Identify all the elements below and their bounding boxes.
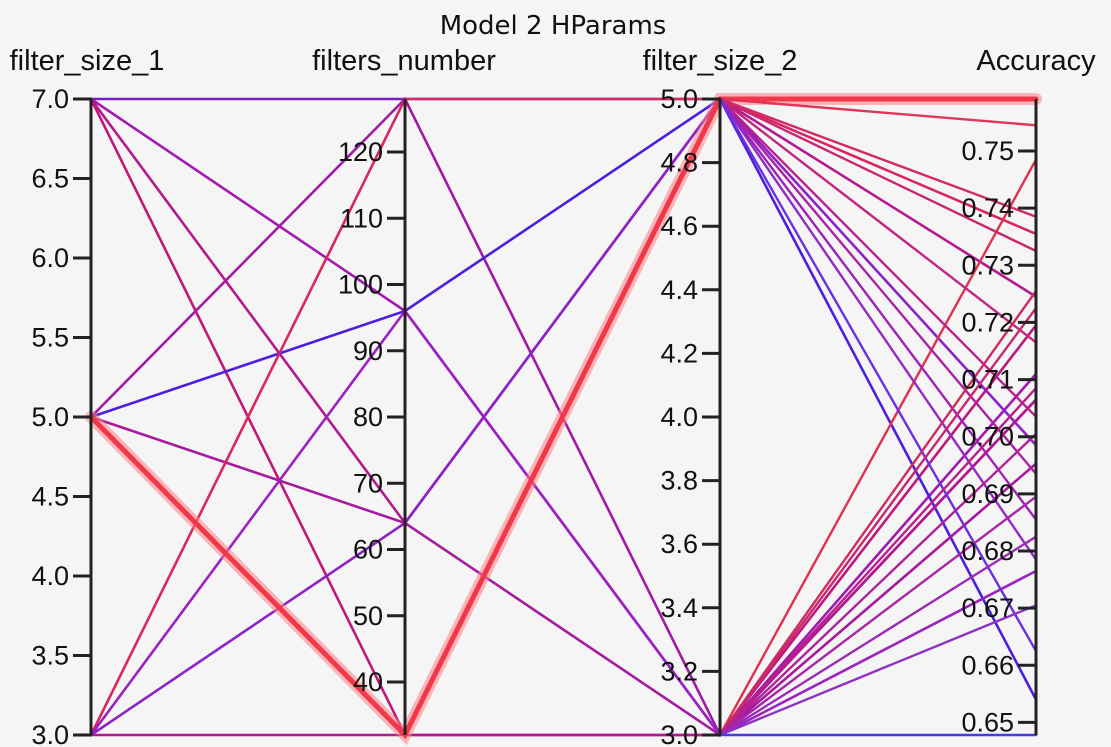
accuracy-tick-label: 0.67 — [961, 593, 1014, 623]
record-segment[interactable] — [718, 306, 1038, 737]
axes-layer: filter_size_1 3.0 3.5 4.0 4.5 5.0 5.5 6.0 6.5 7.0… — [10, 45, 1096, 747]
filter_size_2-tick-label: 4.2 — [660, 338, 698, 368]
record-segment[interactable] — [718, 97, 1038, 476]
record-segment[interactable] — [718, 386, 1038, 737]
filters_number-tick-label: 90 — [353, 336, 383, 366]
filters_number-tick-label: 120 — [338, 137, 383, 167]
filters_number-tick-label: 100 — [338, 270, 383, 300]
highlighted-record-line[interactable] — [88, 96, 1039, 740]
filter_size_2-tick-label: 3.6 — [660, 529, 698, 559]
accuracy-tick-label: 0.69 — [961, 479, 1014, 509]
filter_size_1-axis-label: filter_size_1 — [10, 45, 165, 77]
record-segment[interactable] — [718, 97, 1038, 344]
filters_number-tick-label: 80 — [353, 402, 383, 432]
record-segment[interactable] — [718, 604, 1038, 737]
accuracy-tick-label: 0.74 — [961, 193, 1014, 223]
accuracy-tick-label: 0.72 — [961, 307, 1014, 337]
filters_number-tick-label: 70 — [353, 468, 383, 498]
record-segment[interactable] — [718, 289, 1038, 737]
filter_size_2-tick-label: 3.0 — [660, 720, 698, 747]
record-segment[interactable] — [718, 97, 1038, 653]
polylines-layer — [85, 93, 1042, 746]
record-segment[interactable] — [718, 495, 1038, 737]
accuracy-tick-label: 0.75 — [961, 136, 1014, 166]
record-line[interactable] — [89, 398, 1038, 737]
accuracy-tick-label: 0.70 — [961, 422, 1014, 452]
filters_number-tick-label: 40 — [353, 667, 383, 697]
filter_size_2-tick-label: 4.0 — [660, 402, 698, 432]
record-segment[interactable] — [718, 432, 1038, 737]
filter_size_2-tick-label: 5.0 — [660, 84, 698, 114]
accuracy-tick-label: 0.71 — [961, 365, 1014, 395]
record-line[interactable] — [89, 96, 1038, 737]
record-line[interactable] — [89, 97, 1038, 737]
filters_number-axis-label: filters_number — [312, 45, 496, 77]
record-line[interactable] — [89, 97, 1038, 701]
accuracy-tick-label: 0.66 — [961, 650, 1014, 680]
filter_size_2-tick-label: 3.2 — [660, 656, 698, 686]
filter_size_2-tick-label: 3.8 — [660, 466, 698, 496]
filter_size_2-axis-label: filter_size_2 — [643, 45, 798, 77]
filter_size_2-tick-label: 4.8 — [660, 148, 698, 178]
record-segment[interactable] — [718, 535, 1038, 737]
filter_size_2-tick-label: 3.4 — [660, 593, 698, 623]
record-segment[interactable] — [718, 97, 1038, 218]
filters_number-tick-label: 60 — [353, 535, 383, 565]
record-segment[interactable] — [718, 97, 1038, 127]
chart-title: Model 2 HParams — [440, 11, 667, 41]
filter_size_1-tick-label: 3.0 — [31, 720, 69, 747]
filter_size_1-tick-label: 5.0 — [31, 402, 69, 432]
filter_size_1-tick-label: 4.0 — [31, 561, 69, 591]
filters_number-tick-label: 110 — [340, 203, 383, 233]
filter_size_1-tick-label: 6.0 — [31, 243, 69, 273]
record-line[interactable] — [89, 308, 1038, 737]
accuracy-tick-label: 0.65 — [961, 707, 1014, 737]
filters_number-tick-label: 50 — [353, 601, 383, 631]
record-line[interactable] — [89, 415, 1038, 737]
filter_size_1-tick-label: 6.5 — [31, 164, 69, 194]
filter_size_1-tick-label: 4.5 — [31, 482, 69, 512]
record-segment[interactable] — [718, 97, 1038, 521]
accuracy-tick-label: 0.68 — [961, 536, 1014, 566]
filter_size_2-tick-label: 4.4 — [660, 275, 698, 305]
record-segment[interactable] — [718, 158, 1038, 737]
filter_size_2-tick-label: 4.6 — [660, 211, 698, 241]
filter_size_1-tick-label: 5.5 — [31, 323, 69, 353]
accuracy-tick-label: 0.73 — [961, 250, 1014, 280]
record-segment[interactable] — [718, 97, 1038, 253]
filter_size_1-tick-label: 7.0 — [31, 84, 69, 114]
accuracy-axis-label: Accuracy — [976, 45, 1096, 77]
filter_size_1-tick-label: 3.5 — [31, 641, 69, 671]
